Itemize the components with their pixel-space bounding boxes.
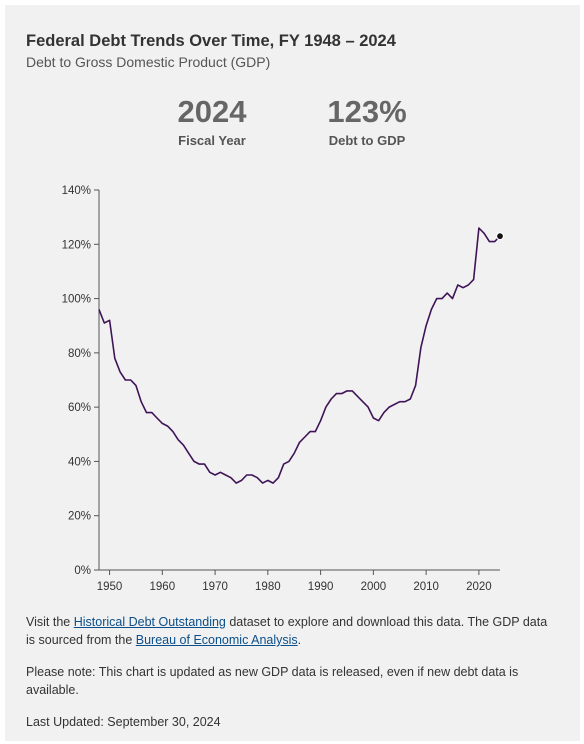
- x-tick-label: 2010: [413, 581, 439, 593]
- bureau-economic-analysis-link[interactable]: Bureau of Economic Analysis: [135, 633, 298, 647]
- x-tick-label: 1970: [202, 581, 228, 593]
- fiscal-year-stat: 2024 Fiscal Year: [142, 93, 282, 148]
- y-tick-label: 120%: [62, 239, 91, 251]
- data-source-note: Visit the Historical Debt Outstanding da…: [26, 613, 556, 649]
- debt-to-gdp-label: Debt to GDP: [328, 133, 406, 148]
- x-tick-label: 1980: [255, 581, 281, 593]
- historical-debt-outstanding-link[interactable]: Historical Debt Outstanding: [73, 615, 226, 629]
- x-tick-label: 1950: [97, 581, 123, 593]
- highlight-point[interactable]: [495, 232, 505, 241]
- y-axis: 0% 20% 40% 60% 80% 100% 120% 140%: [62, 185, 100, 577]
- debt-to-gdp-stat: 123% Debt to GDP: [297, 93, 437, 148]
- x-tick-label: 2000: [361, 581, 387, 593]
- x-tick-label: 1990: [308, 581, 334, 593]
- fiscal-year-label: Fiscal Year: [178, 133, 246, 148]
- y-tick-label: 0%: [74, 565, 91, 577]
- chart-title: Federal Debt Trends Over Time, FY 1948 –…: [26, 32, 396, 50]
- y-tick-label: 100%: [62, 294, 91, 306]
- note-text-suffix: .: [297, 633, 302, 647]
- last-updated: Last Updated: September 30, 2024: [26, 715, 221, 729]
- fiscal-year-value: 2024: [177, 94, 247, 129]
- chart-subtitle: Debt to Gross Domestic Product (GDP): [26, 54, 271, 70]
- y-tick-label: 40%: [68, 456, 91, 468]
- x-tick-label: 1960: [150, 581, 176, 593]
- update-note: Please note: This chart is updated as ne…: [26, 665, 519, 697]
- debt-to-gdp-value: 123%: [327, 94, 407, 129]
- plot-area[interactable]: [98, 227, 505, 484]
- x-tick-label: 2020: [466, 581, 492, 593]
- y-tick-label: 60%: [68, 402, 91, 414]
- chart-card: Federal Debt Trends Over Time, FY 1948 –…: [5, 5, 580, 741]
- debt-line-chart[interactable]: 0%20%40%60%80%100%120%140% 1950 1960 1970 1…: [5, 5, 580, 605]
- y-tick-label: 80%: [68, 348, 91, 360]
- debt-to-gdp-line[interactable]: [98, 227, 501, 484]
- x-axis: 1950 1960 1970 1980 1990 2000 2010 2020: [97, 569, 500, 593]
- note-text-prefix: Visit the: [26, 615, 74, 629]
- y-tick-label: 20%: [68, 511, 91, 523]
- y-tick-label: 140%: [62, 185, 91, 197]
- note-text-middle: dataset to explore and download this dat…: [26, 615, 548, 647]
